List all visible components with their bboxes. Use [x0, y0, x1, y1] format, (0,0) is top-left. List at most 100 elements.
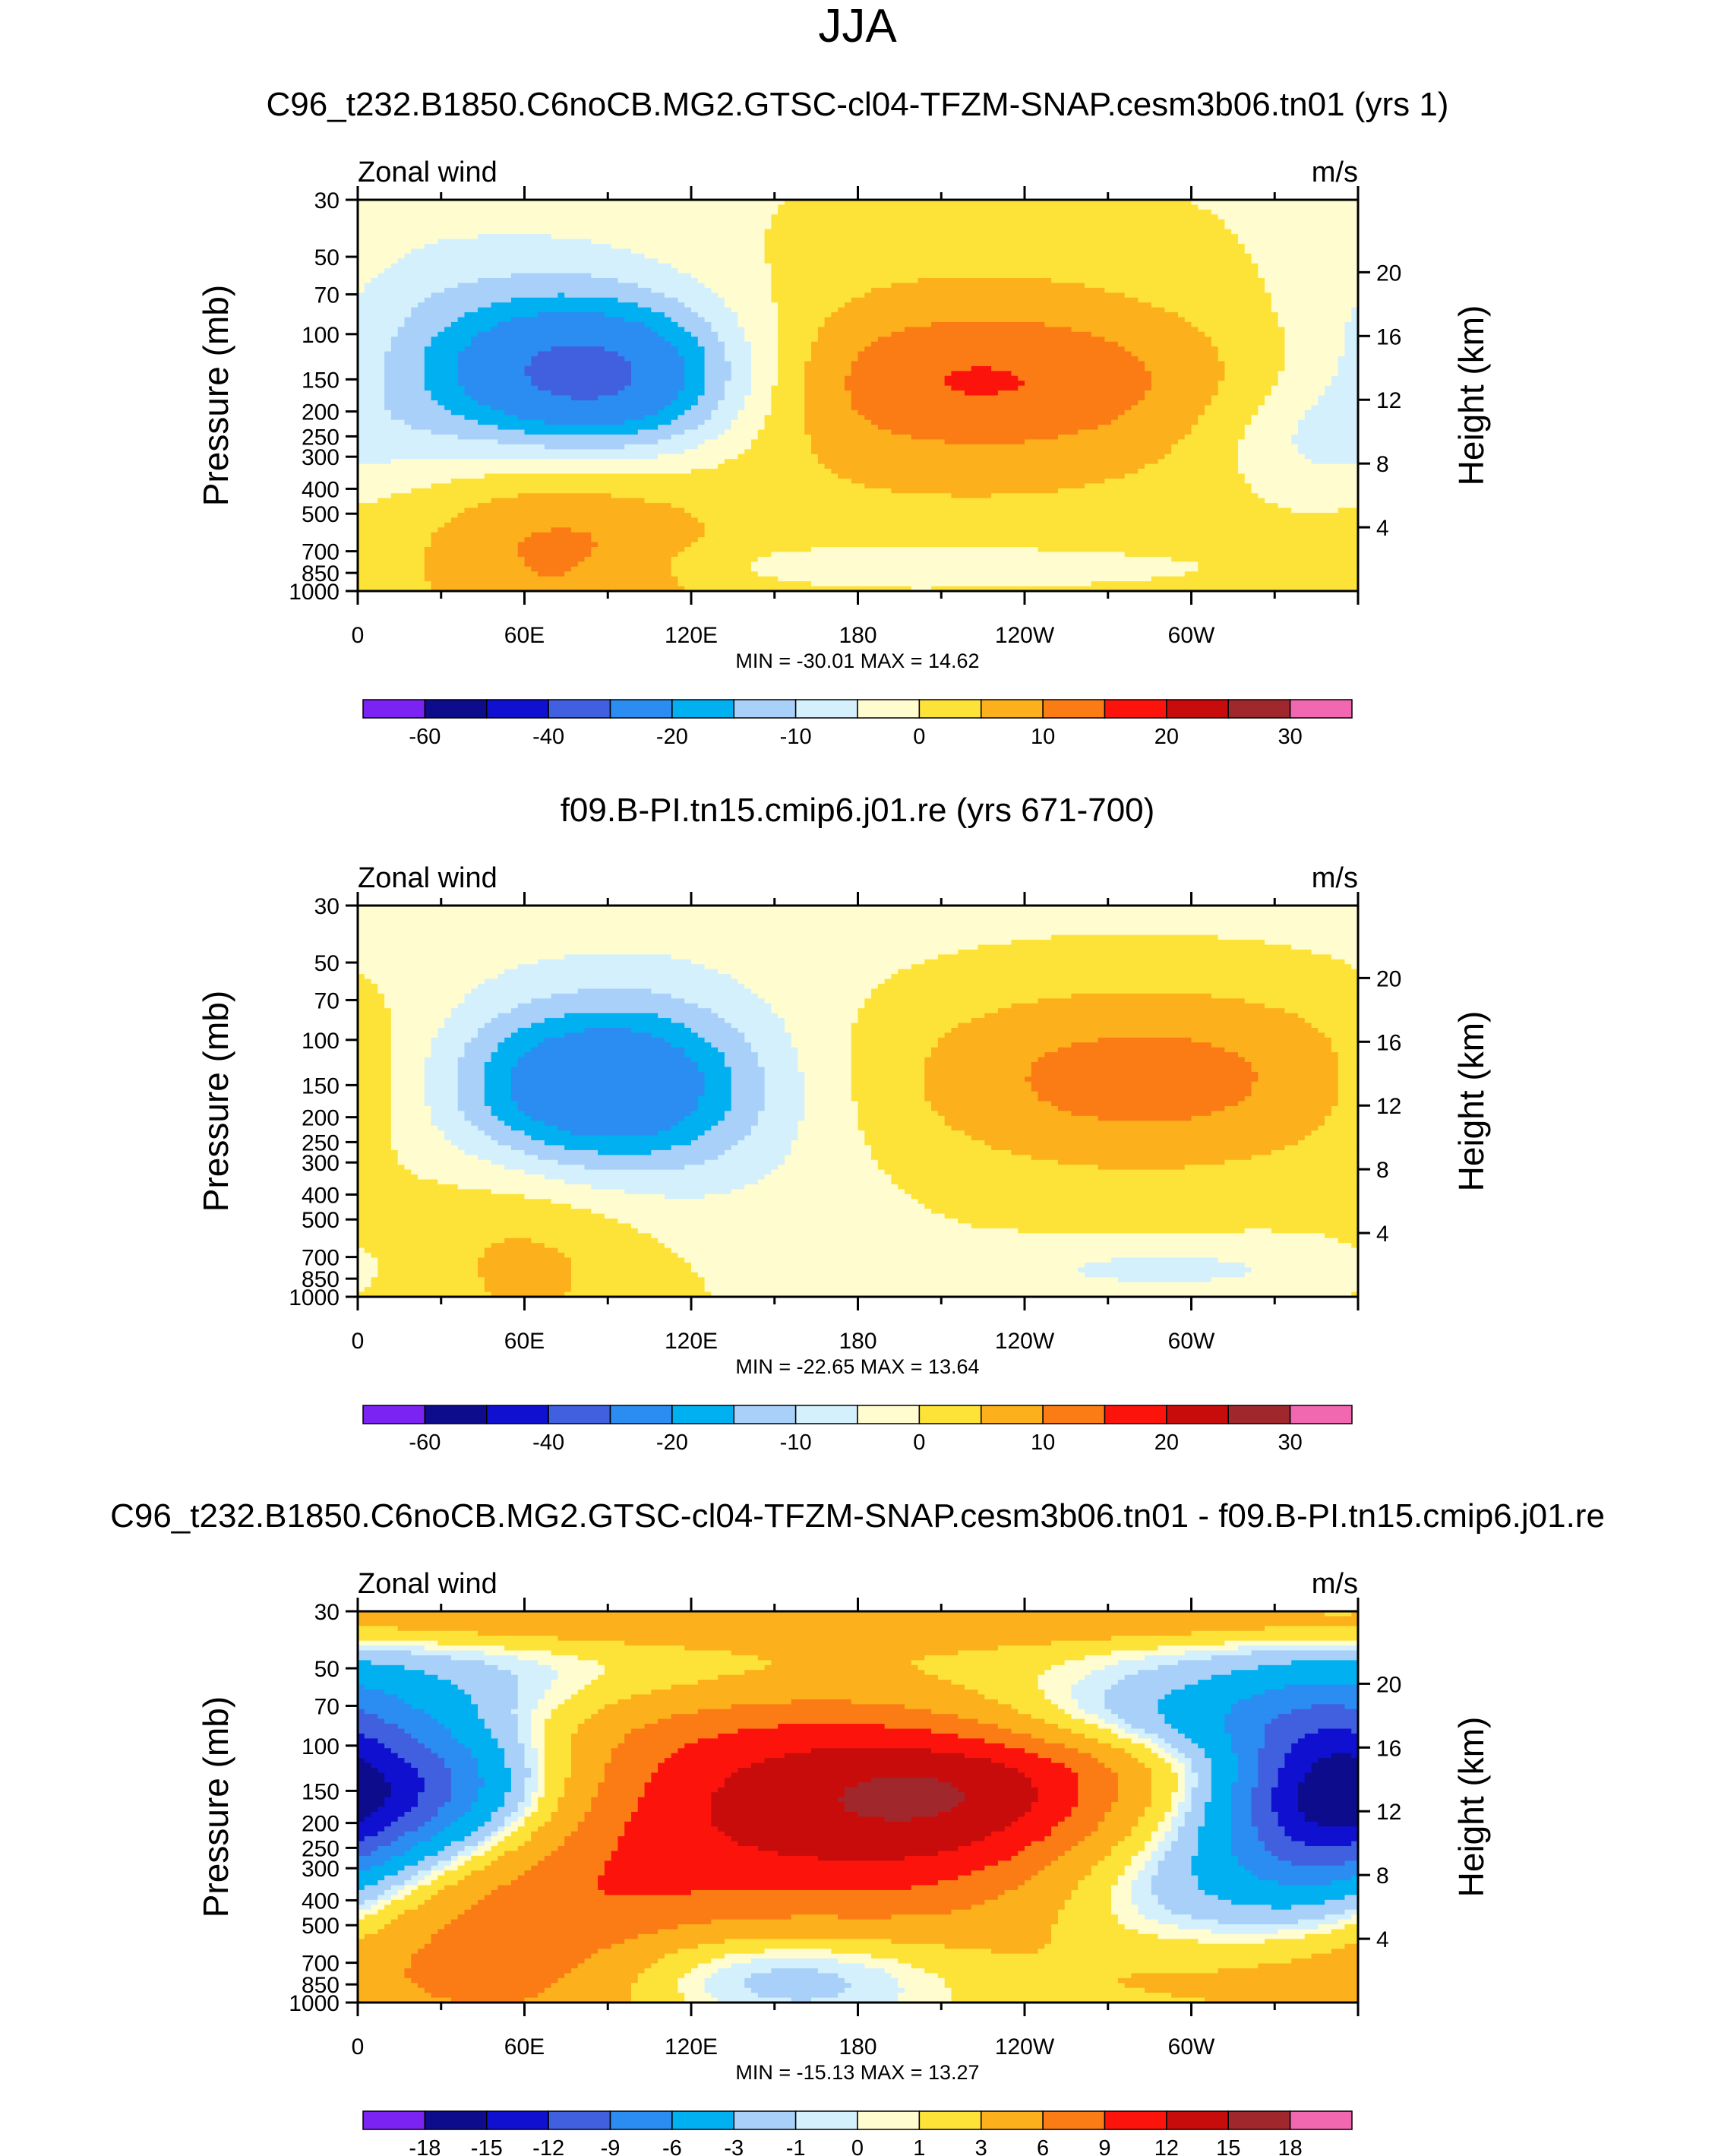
colorbar-label: -10 — [780, 1430, 812, 1455]
colorbar-swatch — [1166, 1405, 1230, 1424]
y2-tick-label: 8 — [1376, 1158, 1389, 1183]
y-tick-label: 200 — [302, 400, 340, 425]
colorbar-label: 18 — [1278, 2136, 1302, 2156]
colorbar-swatch — [548, 1405, 611, 1424]
colorbar-label: -6 — [662, 2136, 682, 2156]
colorbar-swatch — [548, 2110, 611, 2130]
colorbar-swatch — [609, 1405, 673, 1424]
panel-2-title: f09.B-PI.tn15.cmip6.j01.re (yrs 671-700) — [560, 792, 1155, 829]
colorbar-swatch — [1104, 2110, 1167, 2130]
colorbar-label: 20 — [1154, 725, 1179, 749]
y-tick-label: 150 — [302, 1073, 340, 1099]
colorbar-label: 6 — [1037, 2136, 1049, 2156]
panel-2-colorbar: -60 -40 -20 -10 0 10 20 30 — [362, 1405, 1353, 1455]
x-tick-label: 180 — [839, 2034, 876, 2060]
colorbar-label: 9 — [1098, 2136, 1110, 2156]
y2-axis-label: Height (km) — [1451, 1011, 1491, 1192]
panel-3-contour-field — [358, 1611, 1358, 2003]
colorbar-swatch — [548, 699, 611, 719]
y-tick-label: 850 — [302, 1973, 340, 1998]
x-tick-label: 0 — [352, 1329, 365, 1354]
y-tick-label: 850 — [302, 561, 340, 586]
y-axis-label: Pressure (mb) — [196, 285, 235, 506]
y2-tick-label: 16 — [1376, 1030, 1401, 1055]
y2-tick-label: 8 — [1376, 1864, 1389, 1889]
colorbar-swatch — [1042, 699, 1106, 719]
y-tick-label: 300 — [302, 445, 340, 470]
colorbar-swatch — [794, 1405, 858, 1424]
colorbar-swatch — [424, 699, 488, 719]
panel-1-contour-field — [358, 200, 1358, 591]
colorbar-label: -10 — [780, 725, 812, 749]
x-tick-label: 120W — [995, 2034, 1055, 2060]
colorbar-swatch — [794, 2110, 858, 2130]
colorbar-label: 1 — [913, 2136, 925, 2156]
y-tick-label: 500 — [302, 1914, 340, 1939]
colorbar-swatch — [981, 699, 1044, 719]
y-tick-label: 500 — [302, 502, 340, 527]
x-tick-label: 120E — [665, 1329, 718, 1354]
colorbar-swatch — [794, 699, 858, 719]
y2-tick-label: 4 — [1376, 1927, 1389, 1952]
y-tick-label: 100 — [302, 323, 340, 348]
y-tick-label: 50 — [314, 951, 340, 976]
colorbar-swatch — [362, 699, 426, 719]
y-tick-label: 150 — [302, 368, 340, 393]
colorbar-swatch — [857, 699, 921, 719]
y-tick-label: 400 — [302, 477, 340, 502]
y-tick-label: 200 — [302, 1106, 340, 1131]
units-label: m/s — [1312, 862, 1358, 894]
panel-1-colorbar: -60 -40 -20 -10 0 10 20 30 — [362, 699, 1353, 749]
colorbar-swatch — [362, 2110, 426, 2130]
colorbar-swatch — [1104, 1405, 1167, 1424]
colorbar-swatch — [671, 2110, 735, 2130]
y-tick-label: 700 — [302, 1952, 340, 1977]
y-tick-label: 700 — [302, 540, 340, 565]
y-tick-label: 200 — [302, 1812, 340, 1837]
colorbar-label: -12 — [532, 2136, 564, 2156]
colorbar-label: -9 — [601, 2136, 621, 2156]
colorbar-label: -60 — [409, 725, 441, 749]
min-max-label: MIN = -22.65 MAX = 13.64 — [735, 1355, 979, 1378]
x-tick-label: 120W — [995, 1329, 1055, 1354]
min-max-label: MIN = -30.01 MAX = 14.62 — [735, 650, 979, 672]
y-tick-label: 30 — [314, 1600, 340, 1625]
y2-tick-label: 16 — [1376, 324, 1401, 349]
y2-tick-label: 8 — [1376, 452, 1389, 477]
y-tick-label: 300 — [302, 1151, 340, 1176]
colorbar-label: -20 — [656, 725, 688, 749]
x-tick-label: 0 — [352, 623, 365, 648]
units-label: m/s — [1312, 156, 1358, 188]
colorbar-swatch — [1227, 699, 1291, 719]
y-tick-label: 500 — [302, 1208, 340, 1233]
colorbar-swatch — [1289, 2110, 1353, 2130]
colorbar-swatch — [1227, 1405, 1291, 1424]
colorbar-swatch — [1042, 2110, 1106, 2130]
colorbar-label: 10 — [1031, 725, 1055, 749]
panel-3-colorbar: -18 -15 -12 -9 -6 -3 -1 0 1 3 6 9 12 15 18 — [362, 2110, 1353, 2156]
y-tick-label: 70 — [314, 1694, 340, 1719]
colorbar-swatch — [671, 699, 735, 719]
colorbar-swatch — [486, 699, 549, 719]
colorbar-label: 30 — [1278, 725, 1302, 749]
colorbar-label: 30 — [1278, 1430, 1302, 1455]
y-tick-label: 50 — [314, 1657, 340, 1682]
colorbar-label: 12 — [1154, 2136, 1179, 2156]
colorbar-label: -40 — [532, 1430, 564, 1455]
colorbar-swatch — [918, 699, 982, 719]
colorbar-label: 0 — [851, 2136, 864, 2156]
colorbar-swatch — [362, 1405, 426, 1424]
colorbar-swatch — [918, 2110, 982, 2130]
y-tick-label: 150 — [302, 1779, 340, 1804]
variable-label: Zonal wind — [358, 1568, 497, 1600]
colorbar-swatch — [1104, 699, 1167, 719]
colorbar-swatch — [1289, 699, 1353, 719]
y-tick-label: 30 — [314, 188, 340, 213]
x-tick-label: 60E — [504, 1329, 545, 1354]
colorbar-label: 0 — [913, 725, 925, 749]
colorbar-label: -3 — [724, 2136, 744, 2156]
colorbar-swatch — [1227, 2110, 1291, 2130]
y2-axis-label: Height (km) — [1451, 305, 1491, 486]
